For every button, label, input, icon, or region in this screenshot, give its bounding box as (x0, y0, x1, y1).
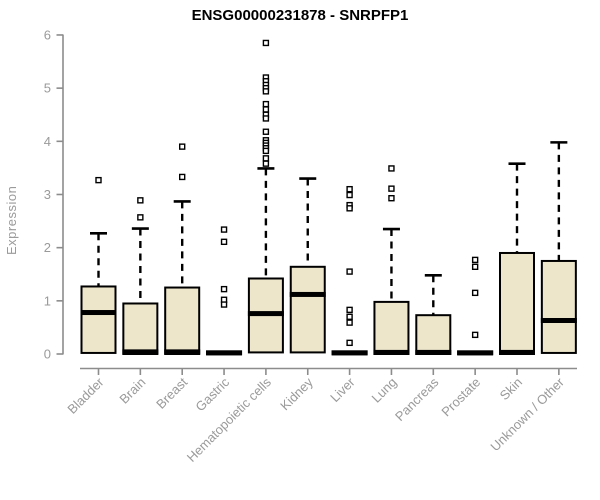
outlier-point (262, 39, 270, 47)
median-line (206, 350, 243, 356)
outlier-point (388, 185, 395, 192)
outlier-point (178, 173, 186, 181)
boxplot-lung (373, 165, 410, 356)
iqr-box (415, 314, 452, 356)
outlier-point (137, 197, 144, 204)
median-line (164, 349, 201, 355)
y-tick-label: 1 (44, 293, 51, 308)
outlier-point (346, 306, 353, 314)
outlier-point (346, 268, 353, 275)
boxplot-liver (331, 185, 368, 356)
x-tick-label: Lung (369, 375, 400, 406)
boxplot-hematopoietic-cells (247, 39, 284, 354)
boxplot-bladder (80, 176, 117, 354)
median-line (457, 350, 494, 356)
median-line (331, 350, 368, 356)
iqr-box (80, 285, 117, 354)
outlier-point (346, 339, 353, 347)
outlier-point (388, 165, 395, 172)
outlier-point (346, 185, 353, 193)
x-tick-label: Pancreas (392, 374, 442, 424)
iqr-box (499, 251, 535, 356)
median-line (373, 349, 410, 355)
median-line (540, 318, 577, 324)
median-line (247, 311, 284, 317)
outlier-point (262, 115, 270, 122)
x-tick-label: Prostate (438, 375, 483, 420)
outlier-point (388, 195, 395, 202)
y-tick-label: 3 (44, 187, 51, 202)
y-tick-label: 0 (44, 347, 51, 362)
outlier-point (471, 331, 479, 339)
outlier-point (262, 88, 270, 95)
median-line (80, 310, 117, 316)
median-line (499, 349, 535, 355)
iqr-box (122, 302, 159, 355)
boxplot-unknown-other (540, 141, 577, 354)
y-tick-label: 6 (44, 27, 51, 42)
chart-title: ENSG00000231878 - SNRPFP1 (191, 7, 409, 24)
outlier-point (262, 160, 270, 167)
outlier-point (471, 263, 479, 271)
outlier-point (346, 319, 353, 326)
outlier-point (471, 289, 479, 297)
iqr-box (540, 259, 577, 354)
outlier-point (346, 191, 353, 199)
outlier-point (220, 301, 228, 308)
iqr-box (289, 265, 326, 354)
outlier-point (346, 313, 353, 320)
y-tick-label: 2 (44, 240, 51, 255)
median-line (415, 349, 452, 355)
iqr-box (164, 286, 201, 356)
outlier-point (262, 128, 270, 135)
iqr-box (373, 300, 410, 356)
boxplot-pancreas (415, 274, 452, 356)
x-tick-label: Gastric (192, 374, 232, 414)
x-tick-label: Brain (116, 375, 148, 407)
boxplot-breast (164, 143, 201, 356)
outlier-point (346, 205, 353, 212)
outlier-point (262, 106, 270, 113)
boxplot-skin (499, 162, 535, 356)
outlier-point (95, 176, 102, 184)
outlier-point (220, 285, 228, 293)
boxplot-kidney (289, 177, 326, 354)
x-tick-label: Skin (497, 375, 525, 403)
outlier-point (178, 143, 186, 150)
boxplot-gastric (206, 226, 243, 356)
outlier-point (262, 155, 270, 162)
x-tick-label: Liver (327, 374, 358, 405)
outlier-point (220, 238, 228, 246)
median-line (289, 291, 326, 297)
y-tick-label: 5 (44, 81, 51, 96)
x-tick-label: Unknown / Other (487, 374, 567, 454)
outlier-point (262, 147, 270, 155)
y-tick-label: 4 (44, 134, 51, 149)
x-tick-label: Kidney (277, 374, 316, 413)
x-tick-label: Breast (153, 374, 190, 411)
boxplot-prostate (457, 256, 494, 356)
median-line (122, 349, 159, 355)
outlier-point (137, 214, 144, 221)
x-tick-label: Bladder (64, 374, 107, 417)
y-axis: 0 1 2 3 4 5 6 (44, 27, 64, 362)
outlier-point (471, 256, 479, 264)
outlier-point (262, 100, 270, 108)
outlier-point (220, 226, 228, 233)
boxplot-brain (122, 197, 159, 355)
